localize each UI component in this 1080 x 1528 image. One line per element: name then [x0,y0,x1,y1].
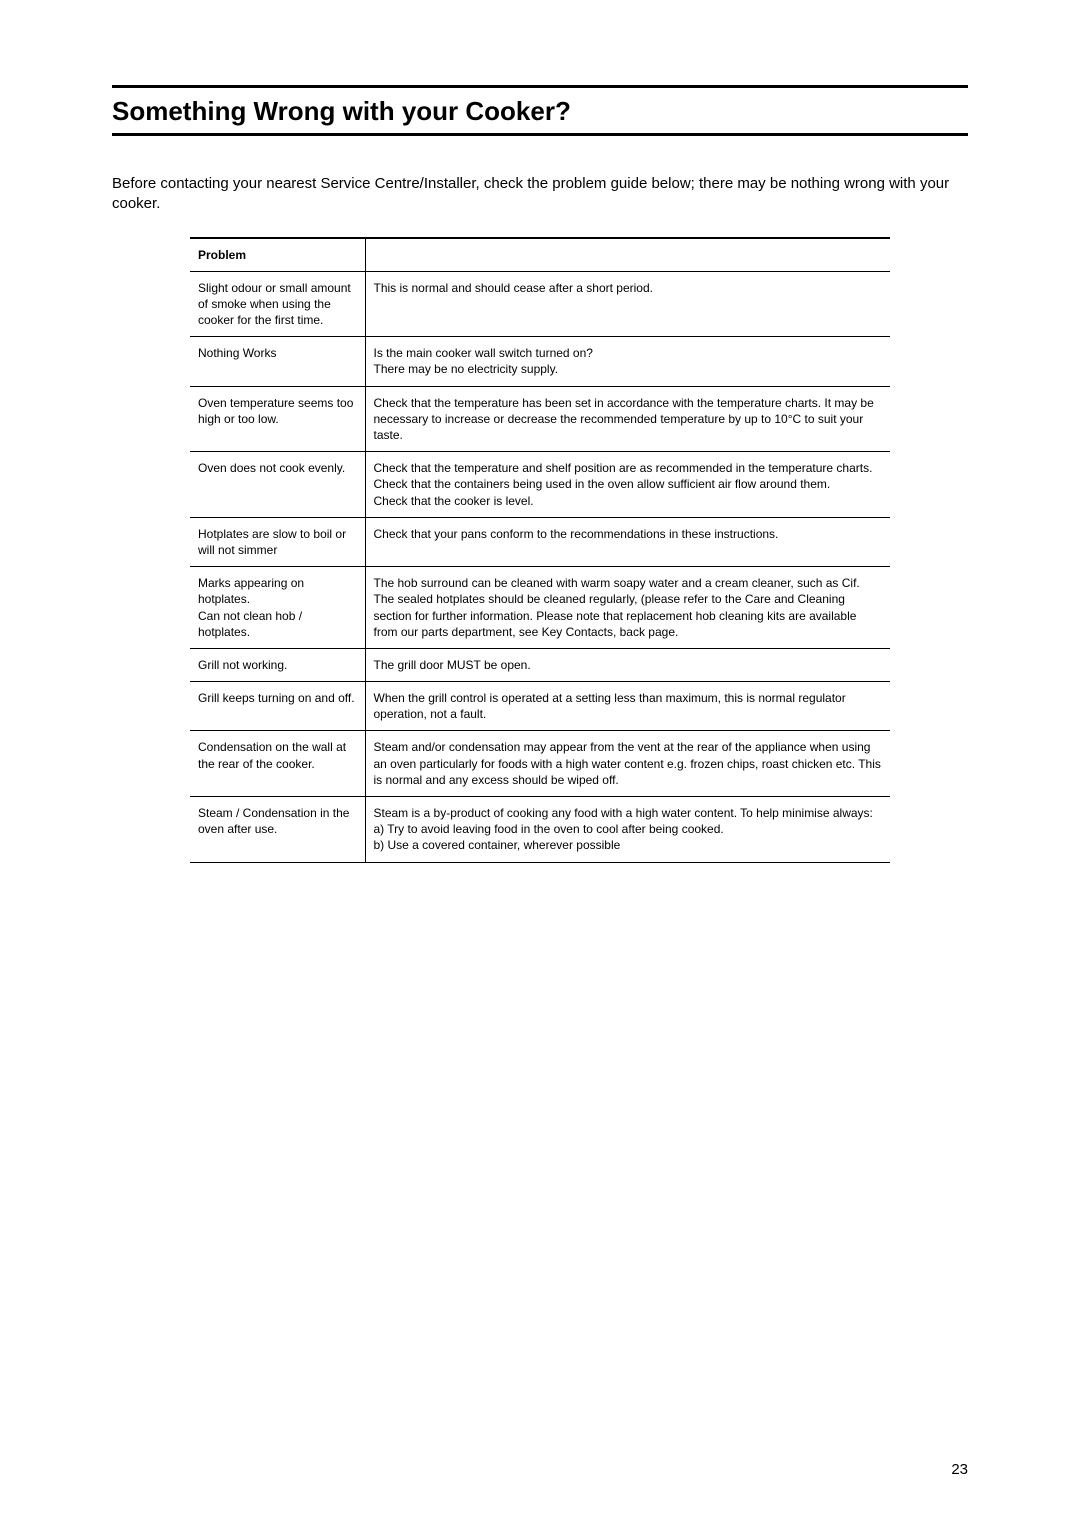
solution-cell: Check that the temperature has been set … [365,386,890,452]
solution-cell: The hob surround can be cleaned with war… [365,567,890,649]
table-row: Slight odour or small amount of smoke wh… [190,271,890,337]
table-row: Marks appearing on hotplates.Can not cle… [190,567,890,649]
table-row: Grill not working. The grill door MUST b… [190,648,890,681]
problem-cell: Nothing Works [190,337,365,386]
problem-cell: Hotplates are slow to boil or will not s… [190,517,365,566]
solution-cell: Check that the temperature and shelf pos… [365,452,890,518]
table-header-row: Problem [190,238,890,272]
problem-cell: Oven does not cook evenly. [190,452,365,518]
table-row: Oven temperature seems too high or too l… [190,386,890,452]
solution-cell: This is normal and should cease after a … [365,271,890,337]
table-row: Hotplates are slow to boil or will not s… [190,517,890,566]
troubleshooting-table: Problem Slight odour or small amount of … [190,237,890,863]
table-body: Slight odour or small amount of smoke wh… [190,271,890,862]
page-title: Something Wrong with your Cooker? [112,96,968,127]
problem-cell: Oven temperature seems too high or too l… [190,386,365,452]
problem-cell: Condensation on the wall at the rear of … [190,731,365,797]
header-solution [365,238,890,272]
table-row: Oven does not cook evenly. Check that th… [190,452,890,518]
problem-cell: Steam / Condensation in the oven after u… [190,797,365,863]
table-row: Grill keeps turning on and off. When the… [190,682,890,731]
top-horizontal-rule [112,85,968,88]
table-row: Condensation on the wall at the rear of … [190,731,890,797]
header-problem: Problem [190,238,365,272]
solution-cell: When the grill control is operated at a … [365,682,890,731]
title-underline-rule [112,133,968,136]
problem-cell: Marks appearing on hotplates.Can not cle… [190,567,365,649]
problem-cell: Grill not working. [190,648,365,681]
solution-cell: Steam is a by-product of cooking any foo… [365,797,890,863]
table-row: Nothing Works Is the main cooker wall sw… [190,337,890,386]
problem-cell: Grill keeps turning on and off. [190,682,365,731]
problem-cell: Slight odour or small amount of smoke wh… [190,271,365,337]
solution-cell: Steam and/or condensation may appear fro… [365,731,890,797]
solution-cell: Check that your pans conform to the reco… [365,517,890,566]
intro-paragraph: Before contacting your nearest Service C… [112,174,968,215]
table-row: Steam / Condensation in the oven after u… [190,797,890,863]
page-number: 23 [951,1461,968,1478]
solution-cell: Is the main cooker wall switch turned on… [365,337,890,386]
solution-cell: The grill door MUST be open. [365,648,890,681]
